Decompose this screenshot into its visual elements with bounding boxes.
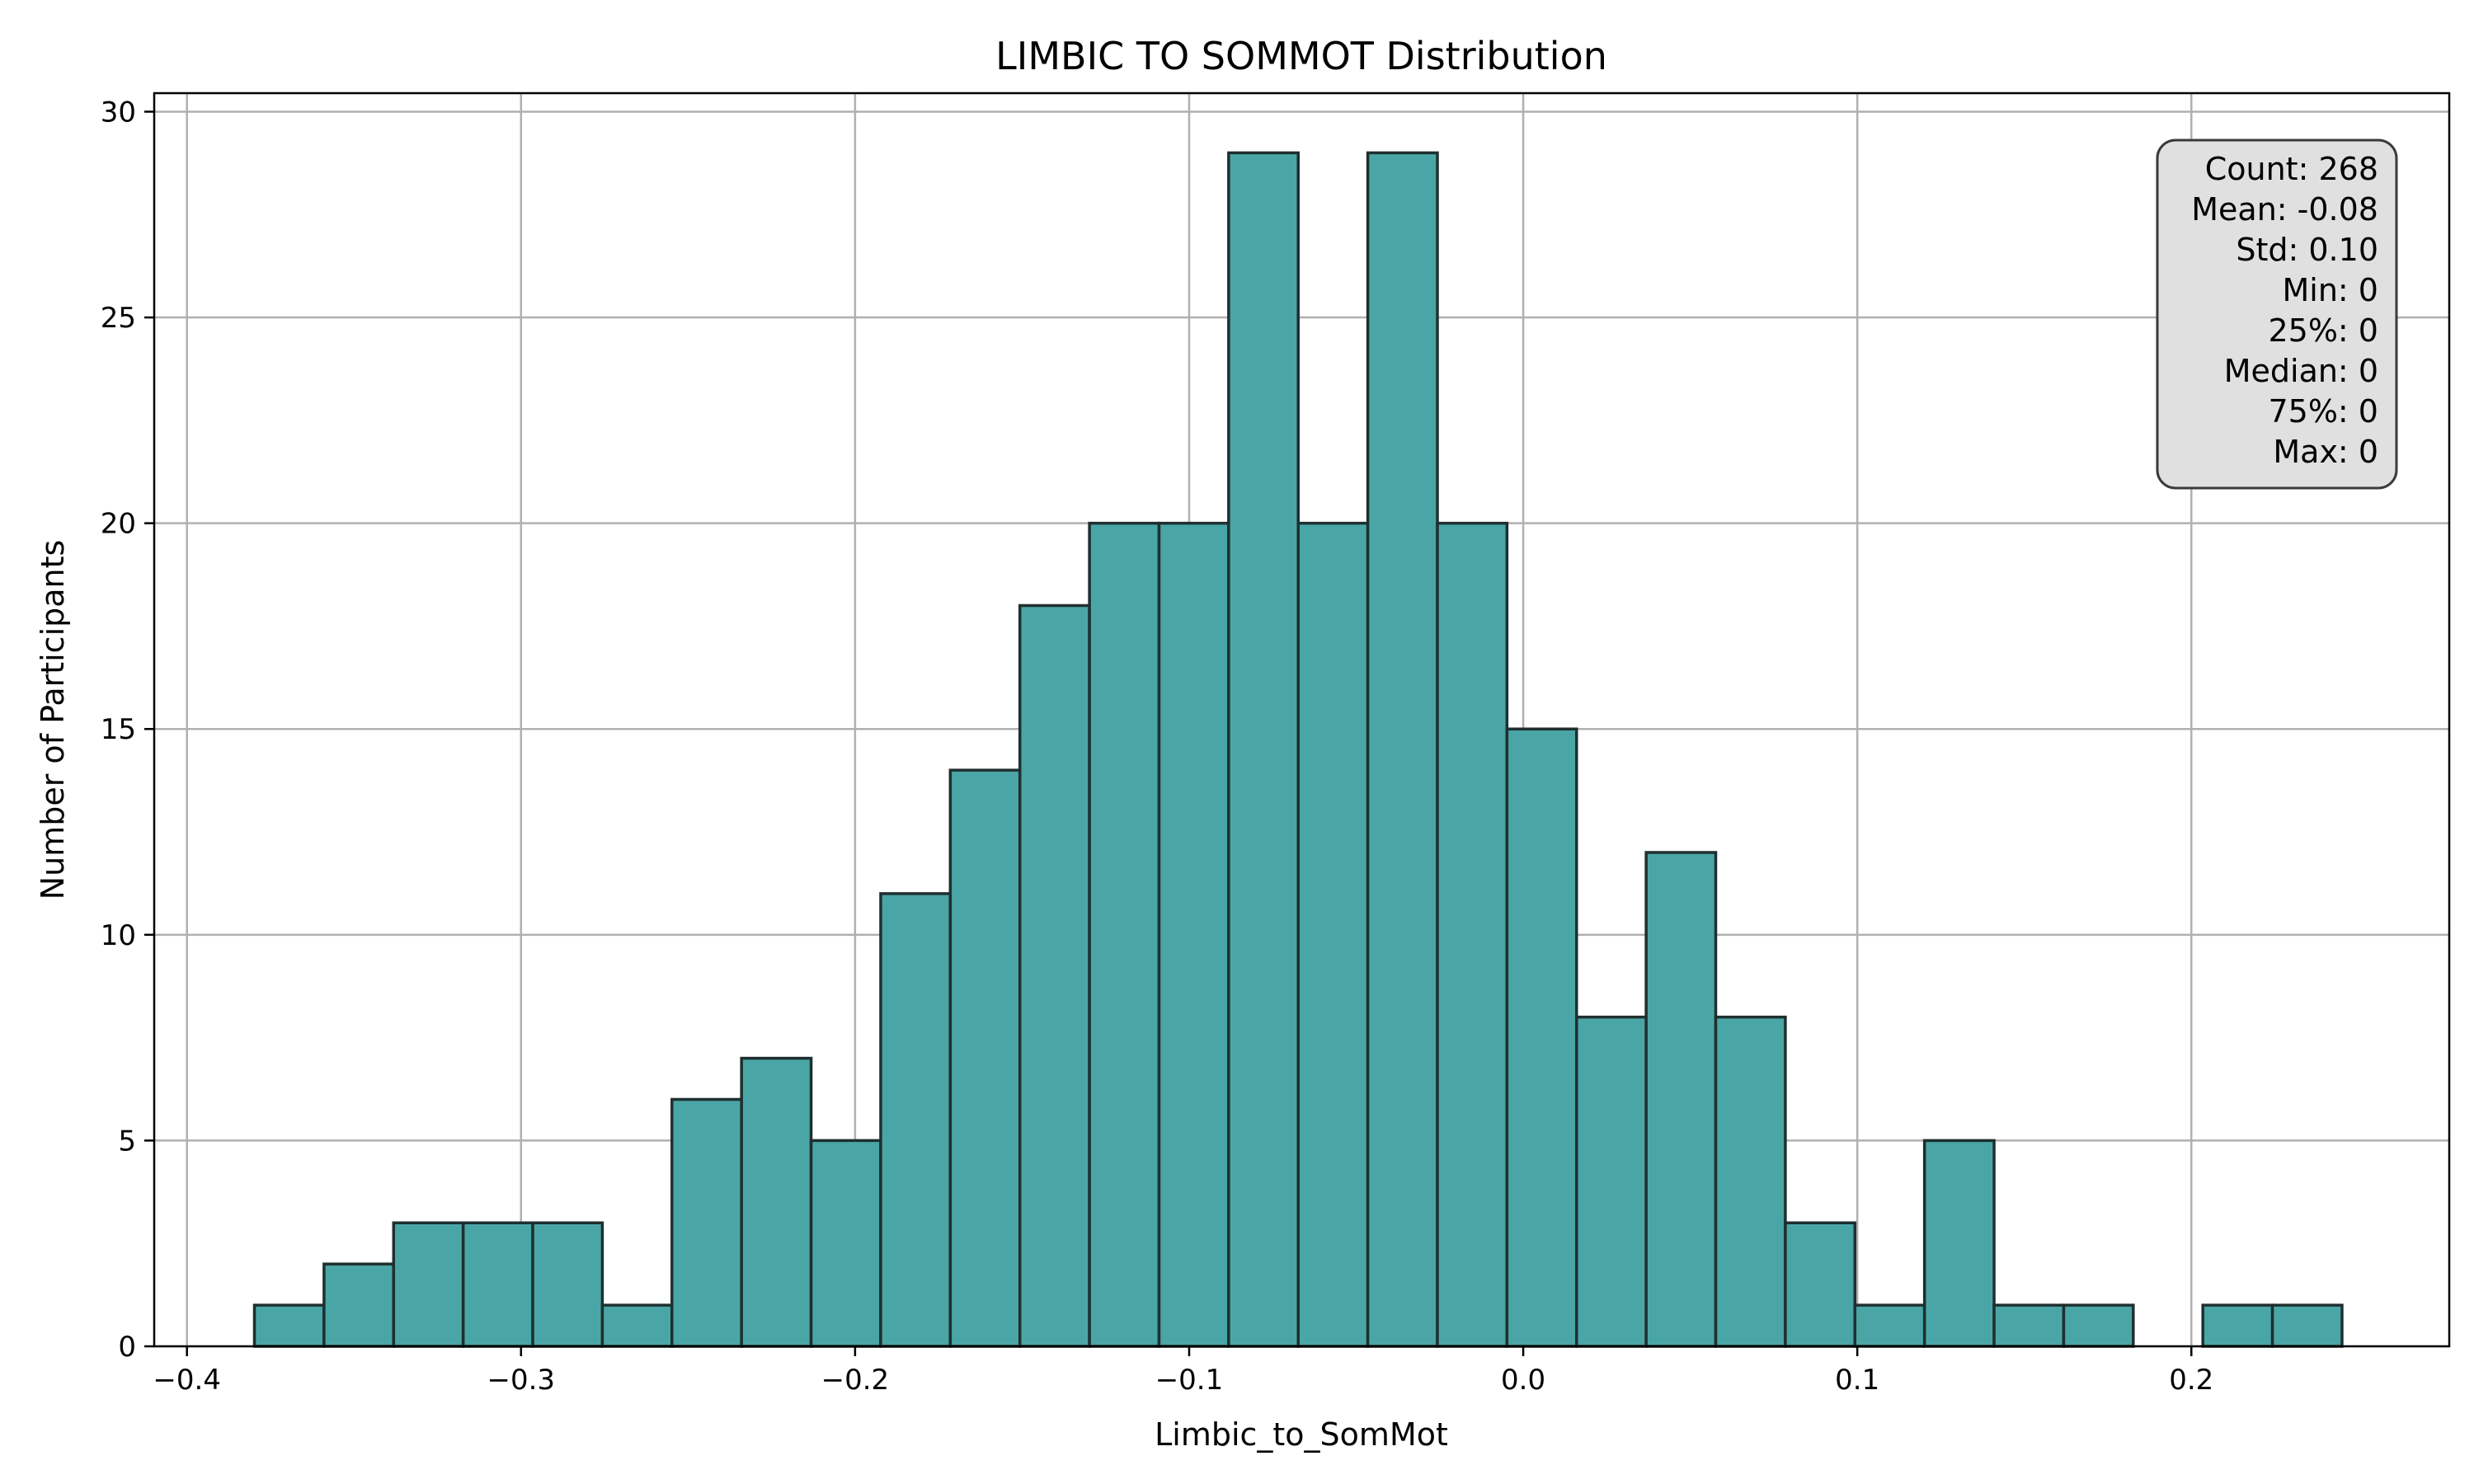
chart-title: LIMBIC TO SOMMOT Distribution xyxy=(995,34,1607,78)
y-tick-label: 25 xyxy=(101,302,136,335)
stats-q1: 25%: 0 xyxy=(2268,312,2378,349)
x-tick-label: 0.2 xyxy=(2169,1364,2213,1397)
x-axis-ticks: −0.4 −0.3 −0.2 −0.1 0.0 0.1 0.2 xyxy=(153,1346,2213,1397)
histogram-bars xyxy=(252,151,2344,1348)
y-tick-label: 10 xyxy=(101,919,136,952)
y-tick-label: 30 xyxy=(101,96,136,129)
stats-max: Max: 0 xyxy=(2273,434,2378,470)
y-tick-label: 15 xyxy=(101,713,136,746)
histogram-bar xyxy=(1088,521,1161,1348)
histogram-bar xyxy=(531,1221,604,1348)
plot-frame xyxy=(153,92,2451,1348)
x-tick-label: 0.1 xyxy=(1835,1364,1879,1397)
x-tick-label: 0.0 xyxy=(1501,1364,1545,1397)
stats-box: Count: 268 Mean: -0.08 Std: 0.10 Min: 0 … xyxy=(2156,139,2398,490)
histogram-bar xyxy=(1784,1221,1857,1348)
x-axis-title: Limbic_to_SomMot xyxy=(1155,1416,1448,1453)
histogram-bar xyxy=(461,1221,534,1348)
histogram-bar xyxy=(2062,1303,2135,1348)
histogram-bar xyxy=(740,1056,813,1348)
x-tick-label: −0.2 xyxy=(821,1364,890,1397)
histogram-bar xyxy=(1227,151,1300,1348)
histogram-bar xyxy=(2270,1303,2344,1348)
histogram-bar xyxy=(1922,1139,1996,1348)
histogram-bar xyxy=(1853,1303,1926,1348)
histogram-bar xyxy=(670,1097,743,1348)
y-tick-label: 20 xyxy=(101,508,136,541)
y-axis-title: Number of Participants xyxy=(35,540,71,900)
histogram-bar xyxy=(2201,1303,2274,1348)
stats-mean: Mean: -0.08 xyxy=(2191,191,2378,228)
histogram-bar xyxy=(1714,1015,1787,1348)
y-tick-label: 5 xyxy=(118,1125,136,1158)
histogram-bar xyxy=(809,1139,882,1348)
x-tick-label: −0.4 xyxy=(153,1364,221,1397)
stats-std: Std: 0.10 xyxy=(2236,232,2378,268)
histogram-bar xyxy=(1644,851,1718,1348)
x-tick-label: −0.3 xyxy=(487,1364,556,1397)
histogram-bar xyxy=(1505,727,1578,1348)
x-tick-label: −0.1 xyxy=(1155,1364,1224,1397)
stats-count: Count: 268 xyxy=(2205,151,2378,187)
y-axis-ticks: 0 5 10 15 20 25 30 xyxy=(101,96,154,1364)
stats-q3: 75%: 0 xyxy=(2268,393,2378,430)
histogram-bar xyxy=(1018,603,1091,1348)
stats-box-background xyxy=(2156,139,2398,490)
histogram-bar xyxy=(1436,521,1509,1348)
histogram-bar xyxy=(1575,1015,1648,1348)
histogram-bar xyxy=(600,1303,674,1348)
stats-min: Min: 0 xyxy=(2283,272,2379,308)
histogram-bar xyxy=(252,1303,326,1348)
stats-median: Median: 0 xyxy=(2224,353,2378,389)
histogram-bar xyxy=(1296,521,1370,1348)
histogram-bar xyxy=(1992,1303,2066,1348)
histogram-bar xyxy=(322,1262,396,1348)
histogram-bar xyxy=(948,768,1022,1348)
histogram-bar xyxy=(1366,151,1439,1348)
y-tick-label: 0 xyxy=(118,1331,136,1364)
histogram-bar xyxy=(392,1221,465,1348)
histogram-bar xyxy=(1157,521,1230,1348)
histogram-bar xyxy=(879,892,952,1348)
